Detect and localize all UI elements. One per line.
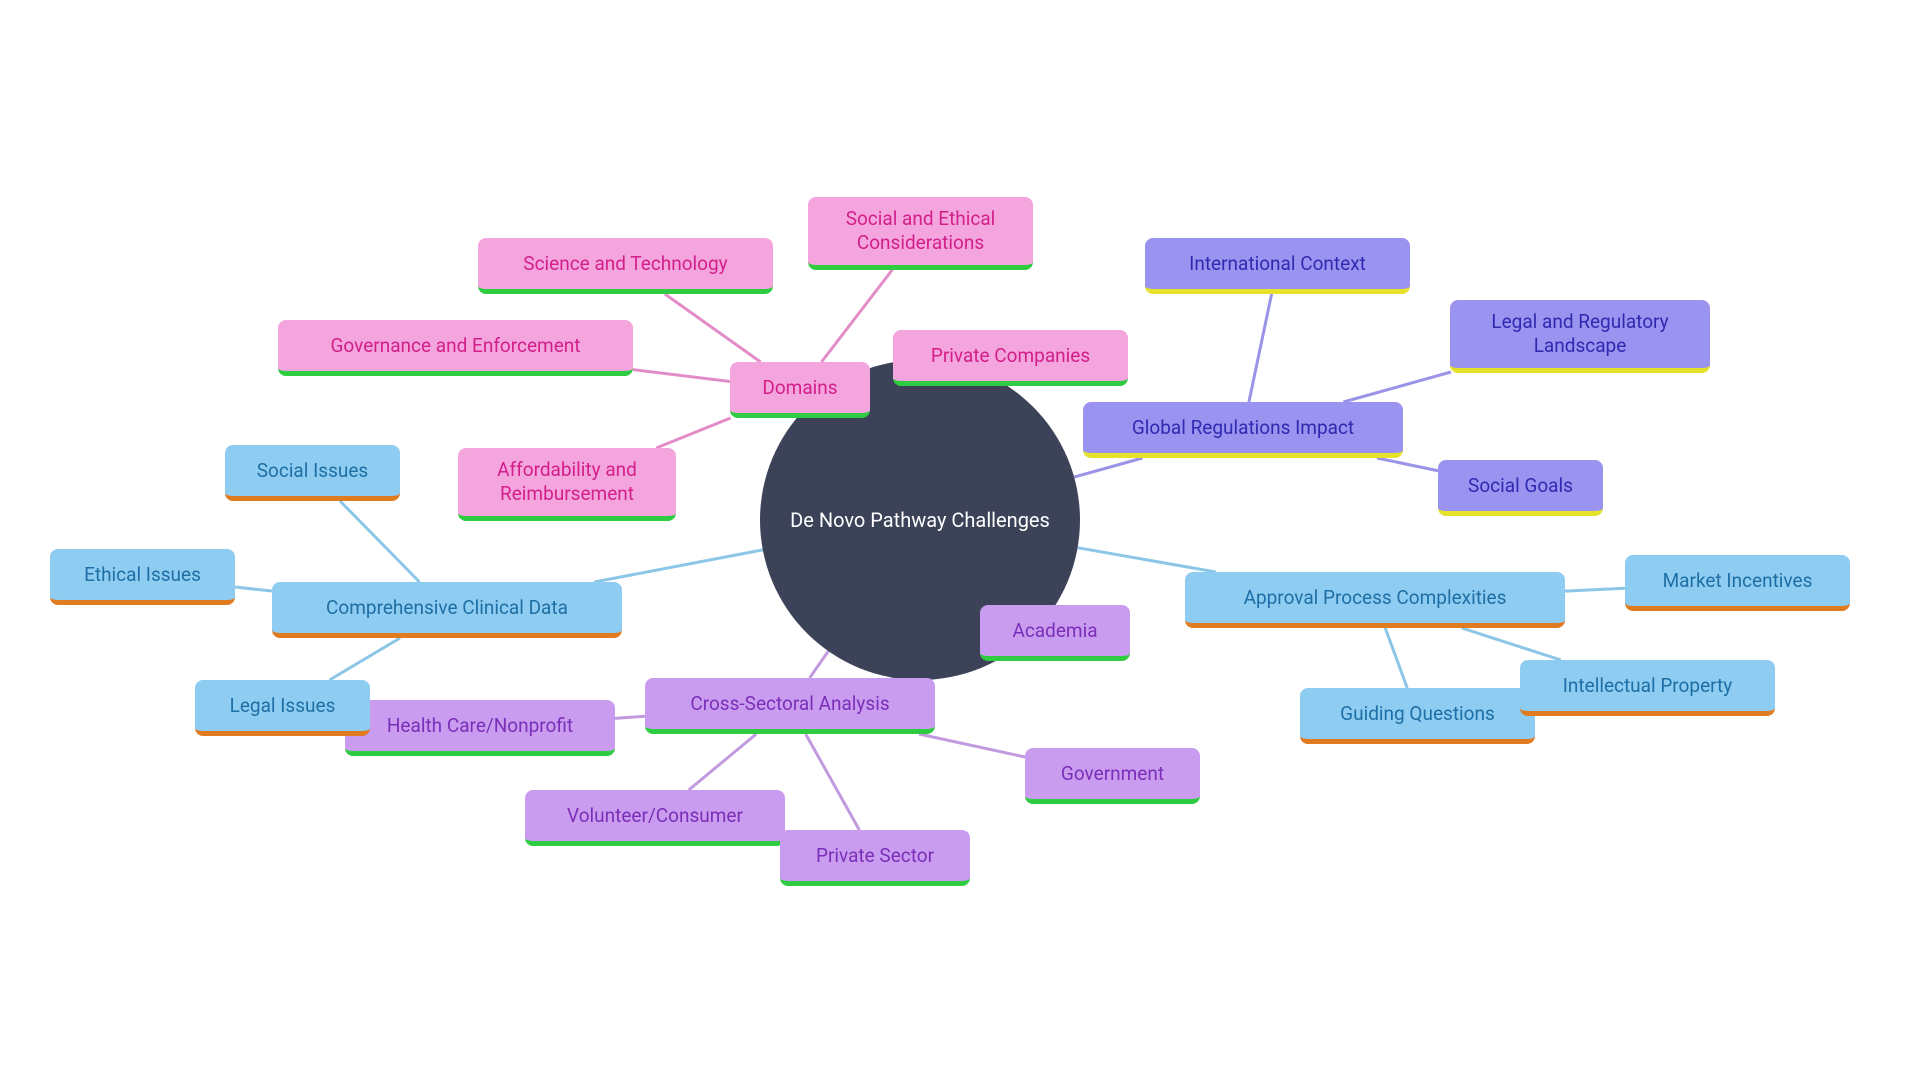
node-aff_reimb: Affordability andReimbursement: [458, 448, 676, 521]
edge: [1074, 458, 1142, 477]
edge: [810, 651, 829, 678]
node-academia: Academia: [980, 605, 1130, 661]
edge: [340, 501, 420, 582]
node-priv_co: Private Companies: [893, 330, 1128, 386]
node-label: Affordability andReimbursement: [497, 458, 637, 506]
node-label: Volunteer/Consumer: [567, 804, 743, 828]
edge: [1343, 372, 1451, 402]
node-govt: Government: [1025, 748, 1200, 804]
node-label: Social Goals: [1468, 474, 1573, 498]
node-label: Cross-Sectoral Analysis: [690, 692, 889, 716]
node-label: Market Incentives: [1663, 569, 1813, 593]
center-label: De Novo Pathway Challenges: [790, 507, 1050, 533]
node-label: Governance and Enforcement: [330, 334, 580, 358]
node-label: Science and Technology: [523, 252, 727, 276]
node-label: Government: [1061, 762, 1164, 786]
node-label: Comprehensive Clinical Data: [326, 596, 568, 620]
edge: [633, 370, 730, 382]
edge: [615, 716, 645, 718]
node-ip: Intellectual Property: [1520, 660, 1775, 716]
node-guiding_q: Guiding Questions: [1300, 688, 1535, 744]
edge: [1078, 548, 1216, 572]
node-hc_np: Health Care/Nonprofit: [345, 700, 615, 756]
node-label: Private Sector: [816, 844, 934, 868]
node-domains: Domains: [730, 362, 870, 418]
node-mkt_inc: Market Incentives: [1625, 555, 1850, 611]
node-label: Health Care/Nonprofit: [387, 714, 573, 738]
node-soc_issues: Social Issues: [225, 445, 400, 501]
node-label: Social and EthicalConsiderations: [846, 207, 996, 255]
node-label: Intellectual Property: [1563, 674, 1733, 698]
edge: [919, 734, 1025, 757]
edge: [235, 587, 272, 591]
edge: [1385, 628, 1407, 688]
node-label: Private Companies: [931, 344, 1090, 368]
node-label: Academia: [1012, 619, 1097, 643]
edge: [665, 294, 761, 362]
node-vol_cons: Volunteer/Consumer: [525, 790, 785, 846]
node-label: Domains: [762, 376, 837, 400]
node-priv_sect: Private Sector: [780, 830, 970, 886]
node-eth_issues: Ethical Issues: [50, 549, 235, 605]
node-legal_issues: Legal Issues: [195, 680, 370, 736]
edge: [1462, 628, 1561, 660]
mindmap-stage: De Novo Pathway Challenges Domains Science…: [0, 0, 1920, 1080]
node-soc_goals: Social Goals: [1438, 460, 1603, 516]
edge: [1377, 458, 1438, 471]
edge: [656, 418, 730, 448]
edge: [806, 734, 860, 830]
node-label: Guiding Questions: [1340, 702, 1495, 726]
node-label: Global Regulations Impact: [1132, 416, 1354, 440]
node-label: Ethical Issues: [84, 563, 201, 587]
edge: [1249, 294, 1272, 402]
edge: [1565, 588, 1625, 591]
edge: [689, 734, 757, 790]
node-legal_reg: Legal and RegulatoryLandscape: [1450, 300, 1710, 373]
node-sci_tech: Science and Technology: [478, 238, 773, 294]
node-soc_eth: Social and EthicalConsiderations: [808, 197, 1033, 270]
node-approval: Approval Process Complexities: [1185, 572, 1565, 628]
node-clin_data: Comprehensive Clinical Data: [272, 582, 622, 638]
node-gov_enf: Governance and Enforcement: [278, 320, 633, 376]
node-label: Legal and RegulatoryLandscape: [1491, 310, 1668, 358]
node-label: International Context: [1189, 252, 1366, 276]
node-label: Social Issues: [257, 459, 369, 483]
node-label: Legal Issues: [230, 694, 336, 718]
node-intl_ctx: International Context: [1145, 238, 1410, 294]
node-label: Approval Process Complexities: [1244, 586, 1507, 610]
edge: [594, 550, 763, 582]
edge: [821, 269, 892, 362]
edge: [330, 638, 401, 680]
node-cross_sect: Cross-Sectoral Analysis: [645, 678, 935, 734]
node-global_reg: Global Regulations Impact: [1083, 402, 1403, 458]
